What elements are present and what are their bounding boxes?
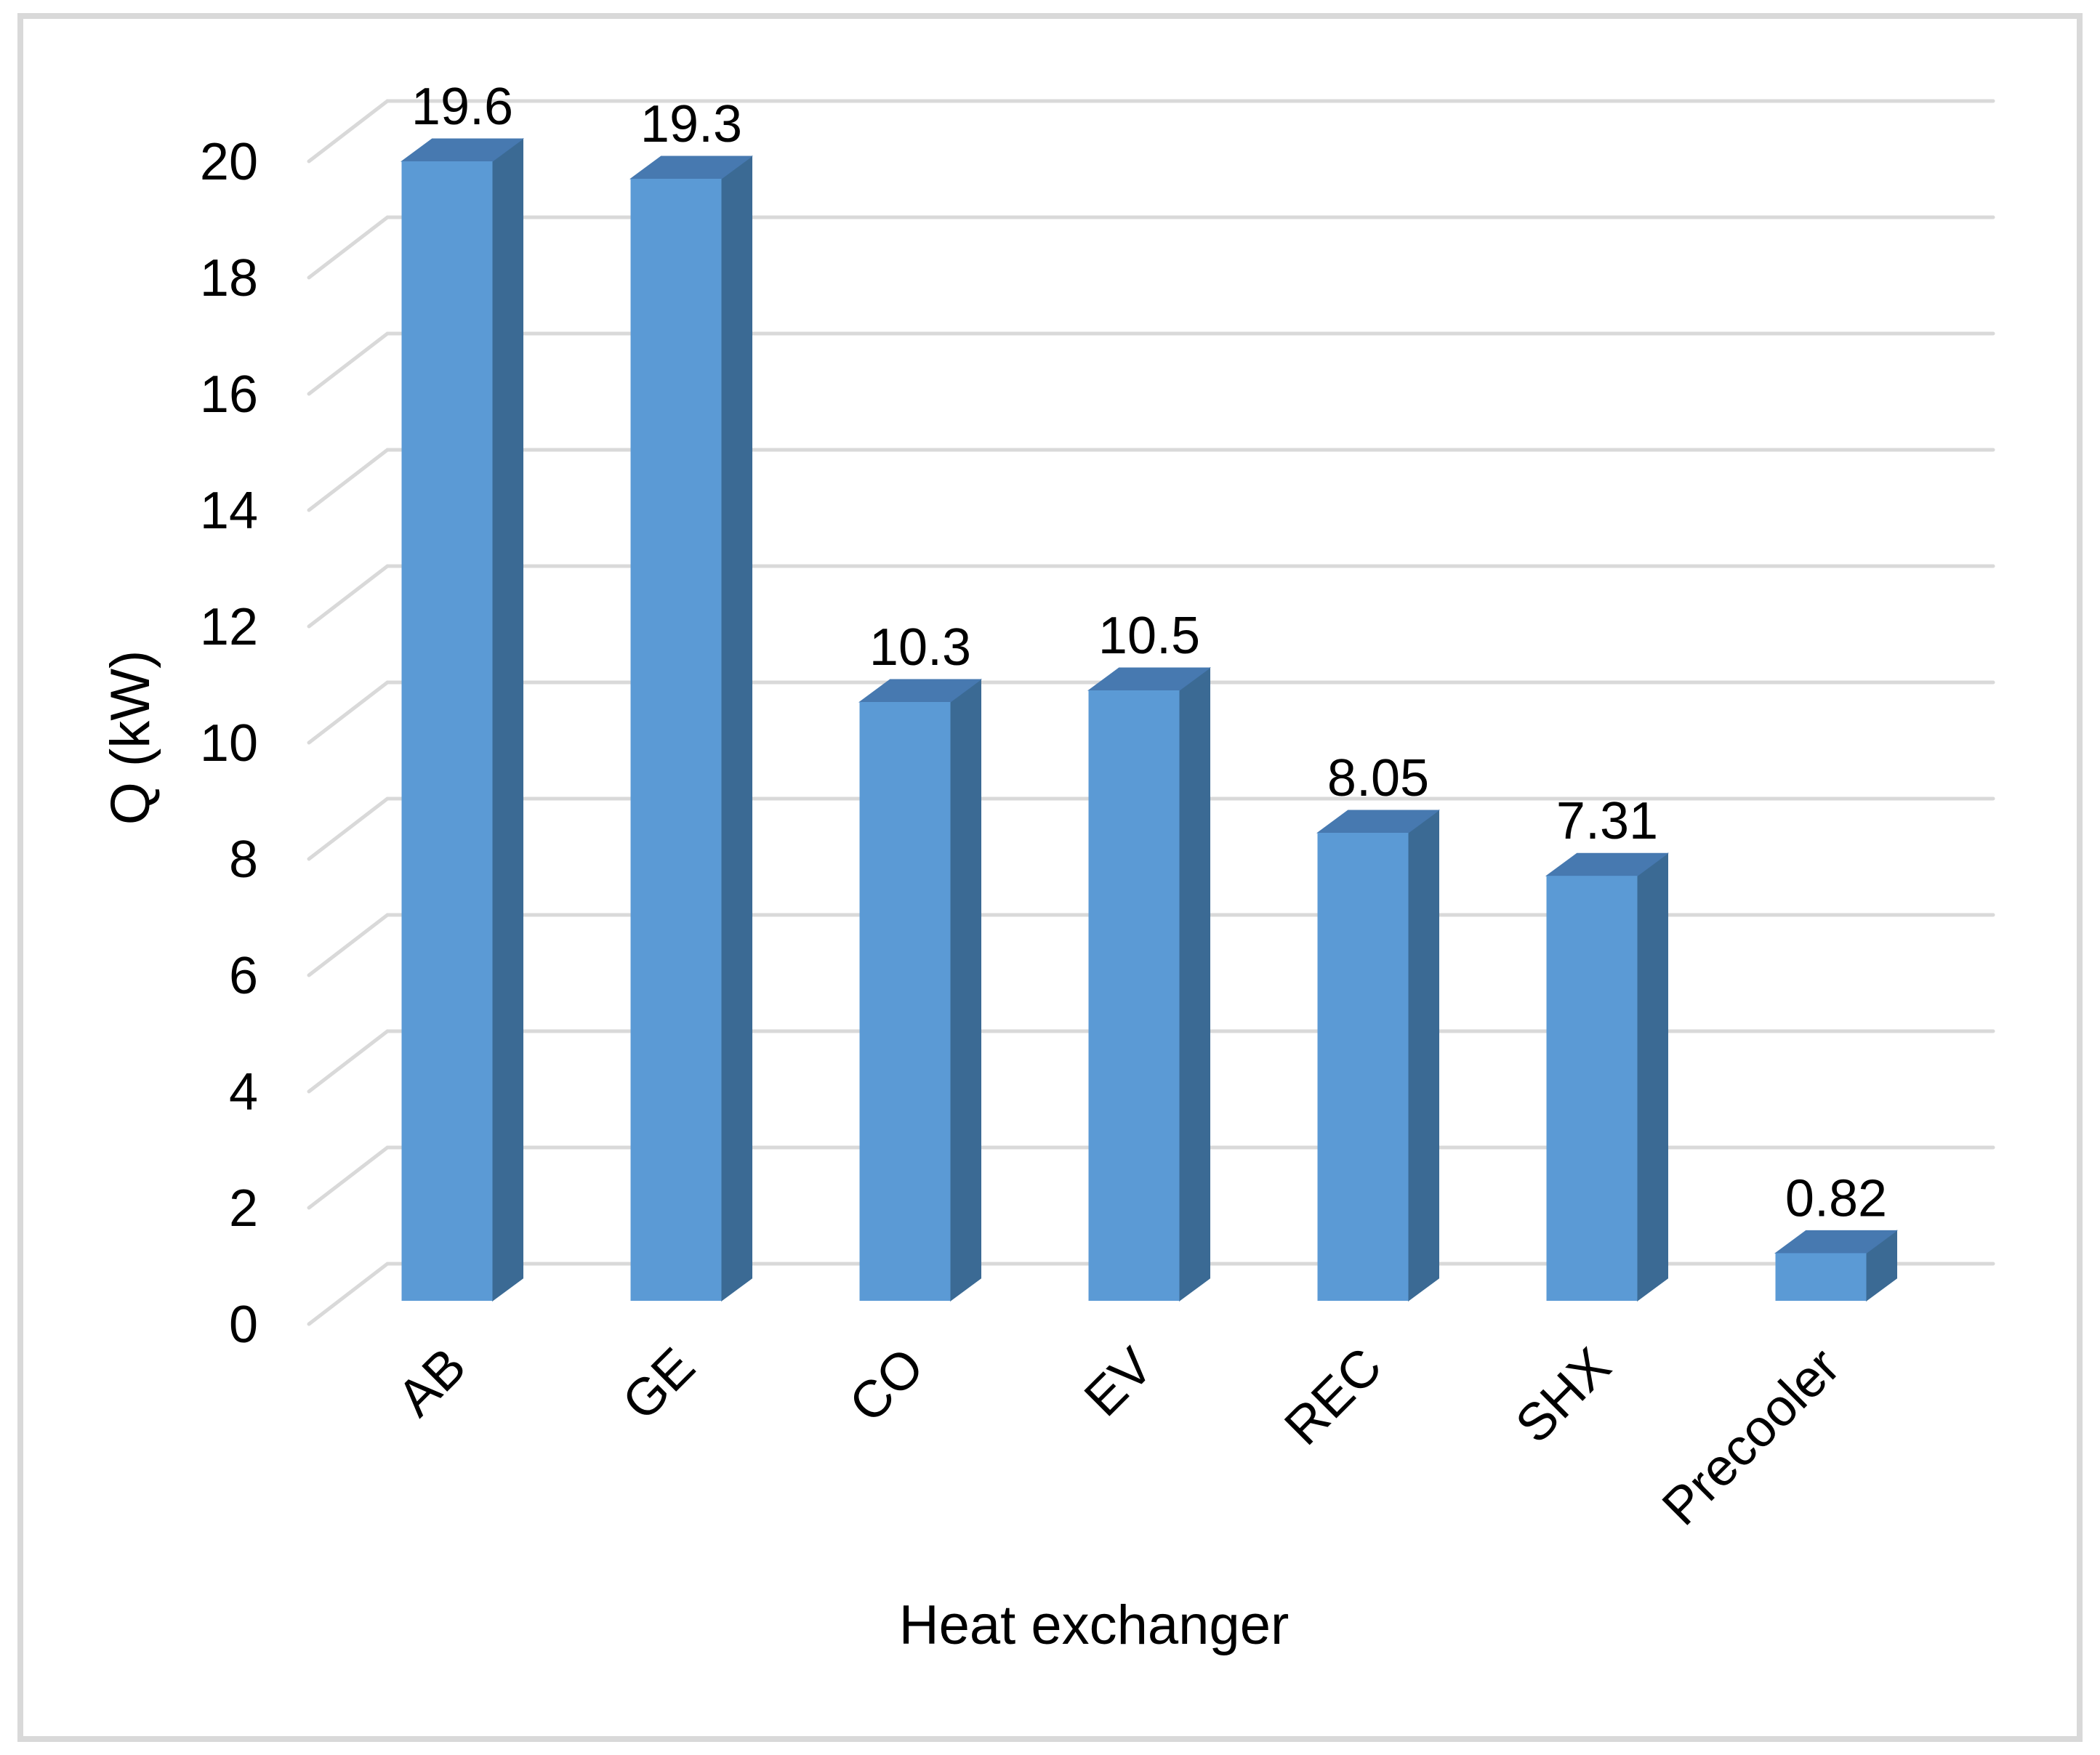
bar-AB-side-face [492, 138, 523, 1302]
gridline-16 [307, 331, 1995, 396]
gridline-2 [307, 1145, 1995, 1210]
y-tick-label-2: 2 [229, 1179, 258, 1238]
value-label-REC: 8.05 [1327, 749, 1429, 807]
gridline-6 [307, 913, 1995, 977]
bar-GE-side-face [721, 156, 752, 1302]
bar-EV-front-face [1088, 690, 1180, 1301]
y-tick-label-14: 14 [200, 482, 258, 540]
value-label-GE: 19.3 [640, 95, 742, 153]
value-label-AB: 19.6 [411, 78, 513, 136]
bar-Precooler-front-face [1775, 1253, 1867, 1301]
bars-group [400, 138, 1899, 1302]
y-tick-label-6: 6 [229, 947, 258, 1005]
y-tick-label-8: 8 [229, 831, 258, 889]
bar-CO-side-face [950, 679, 981, 1302]
y-tick-label-12: 12 [200, 598, 258, 656]
x-tick-label-AB: AB [387, 1337, 477, 1427]
value-label-SHX: 7.31 [1556, 792, 1658, 850]
x-tick-label-EV: EV [1074, 1337, 1164, 1427]
bar-CO [858, 679, 983, 1302]
bar-EV-side-face [1179, 667, 1210, 1302]
value-labels-group: 19.6 19.3 10.3 10.5 8.05 7.31 0.82 [411, 78, 1887, 1227]
gridlines-group [307, 99, 1995, 1326]
y-axis-title: Q (kW) [100, 650, 161, 826]
x-tick-label-CO: CO [838, 1337, 935, 1434]
bar-AB [400, 138, 525, 1302]
bar-EV [1087, 667, 1212, 1302]
y-tick-label-4: 4 [229, 1063, 258, 1121]
x-tick-label-REC: REC [1274, 1337, 1393, 1456]
bar-SHX [1545, 852, 1670, 1302]
gridline-18 [307, 215, 1995, 280]
bar-Precooler [1774, 1230, 1899, 1302]
gridline-0 [307, 1262, 1995, 1326]
y-tick-label-0: 0 [229, 1296, 258, 1354]
x-tick-label-SHX: SHX [1505, 1337, 1622, 1454]
gridline-8 [307, 796, 1995, 861]
value-label-EV: 10.5 [1098, 607, 1200, 665]
gridline-20 [307, 99, 1995, 164]
y-tick-label-18: 18 [200, 249, 258, 307]
y-tick-label-16: 16 [200, 366, 258, 424]
bar-GE [629, 156, 754, 1302]
bar-AB-front-face [401, 161, 493, 1301]
y-axis-tick-labels: 0 2 4 6 8 10 12 14 16 18 20 [200, 133, 258, 1354]
x-tick-label-Precooler: Precooler [1652, 1337, 1851, 1536]
y-tick-label-10: 10 [200, 714, 258, 772]
gridline-4 [307, 1029, 1995, 1094]
bar-GE-front-face [630, 179, 722, 1301]
gridline-10 [307, 680, 1995, 745]
bar-REC-side-face [1408, 810, 1439, 1302]
x-axis-tick-labels: AB GE CO EV REC SHX Precooler [387, 1337, 1851, 1536]
gridline-12 [307, 564, 1995, 629]
figure-frame [17, 13, 2083, 1742]
bar-SHX-front-face [1546, 876, 1638, 1301]
bar-SHX-side-face [1637, 852, 1668, 1302]
value-label-CO: 10.3 [869, 618, 971, 677]
gridline-14 [307, 448, 1995, 512]
x-tick-label-GE: GE [611, 1337, 706, 1432]
y-tick-label-20: 20 [200, 133, 258, 191]
bar-REC-front-face [1317, 833, 1409, 1301]
x-axis-title: Heat exchanger [899, 1594, 1290, 1656]
bar-REC [1316, 810, 1441, 1302]
value-label-Precooler: 0.82 [1785, 1169, 1887, 1227]
bar-CO-front-face [859, 702, 951, 1301]
